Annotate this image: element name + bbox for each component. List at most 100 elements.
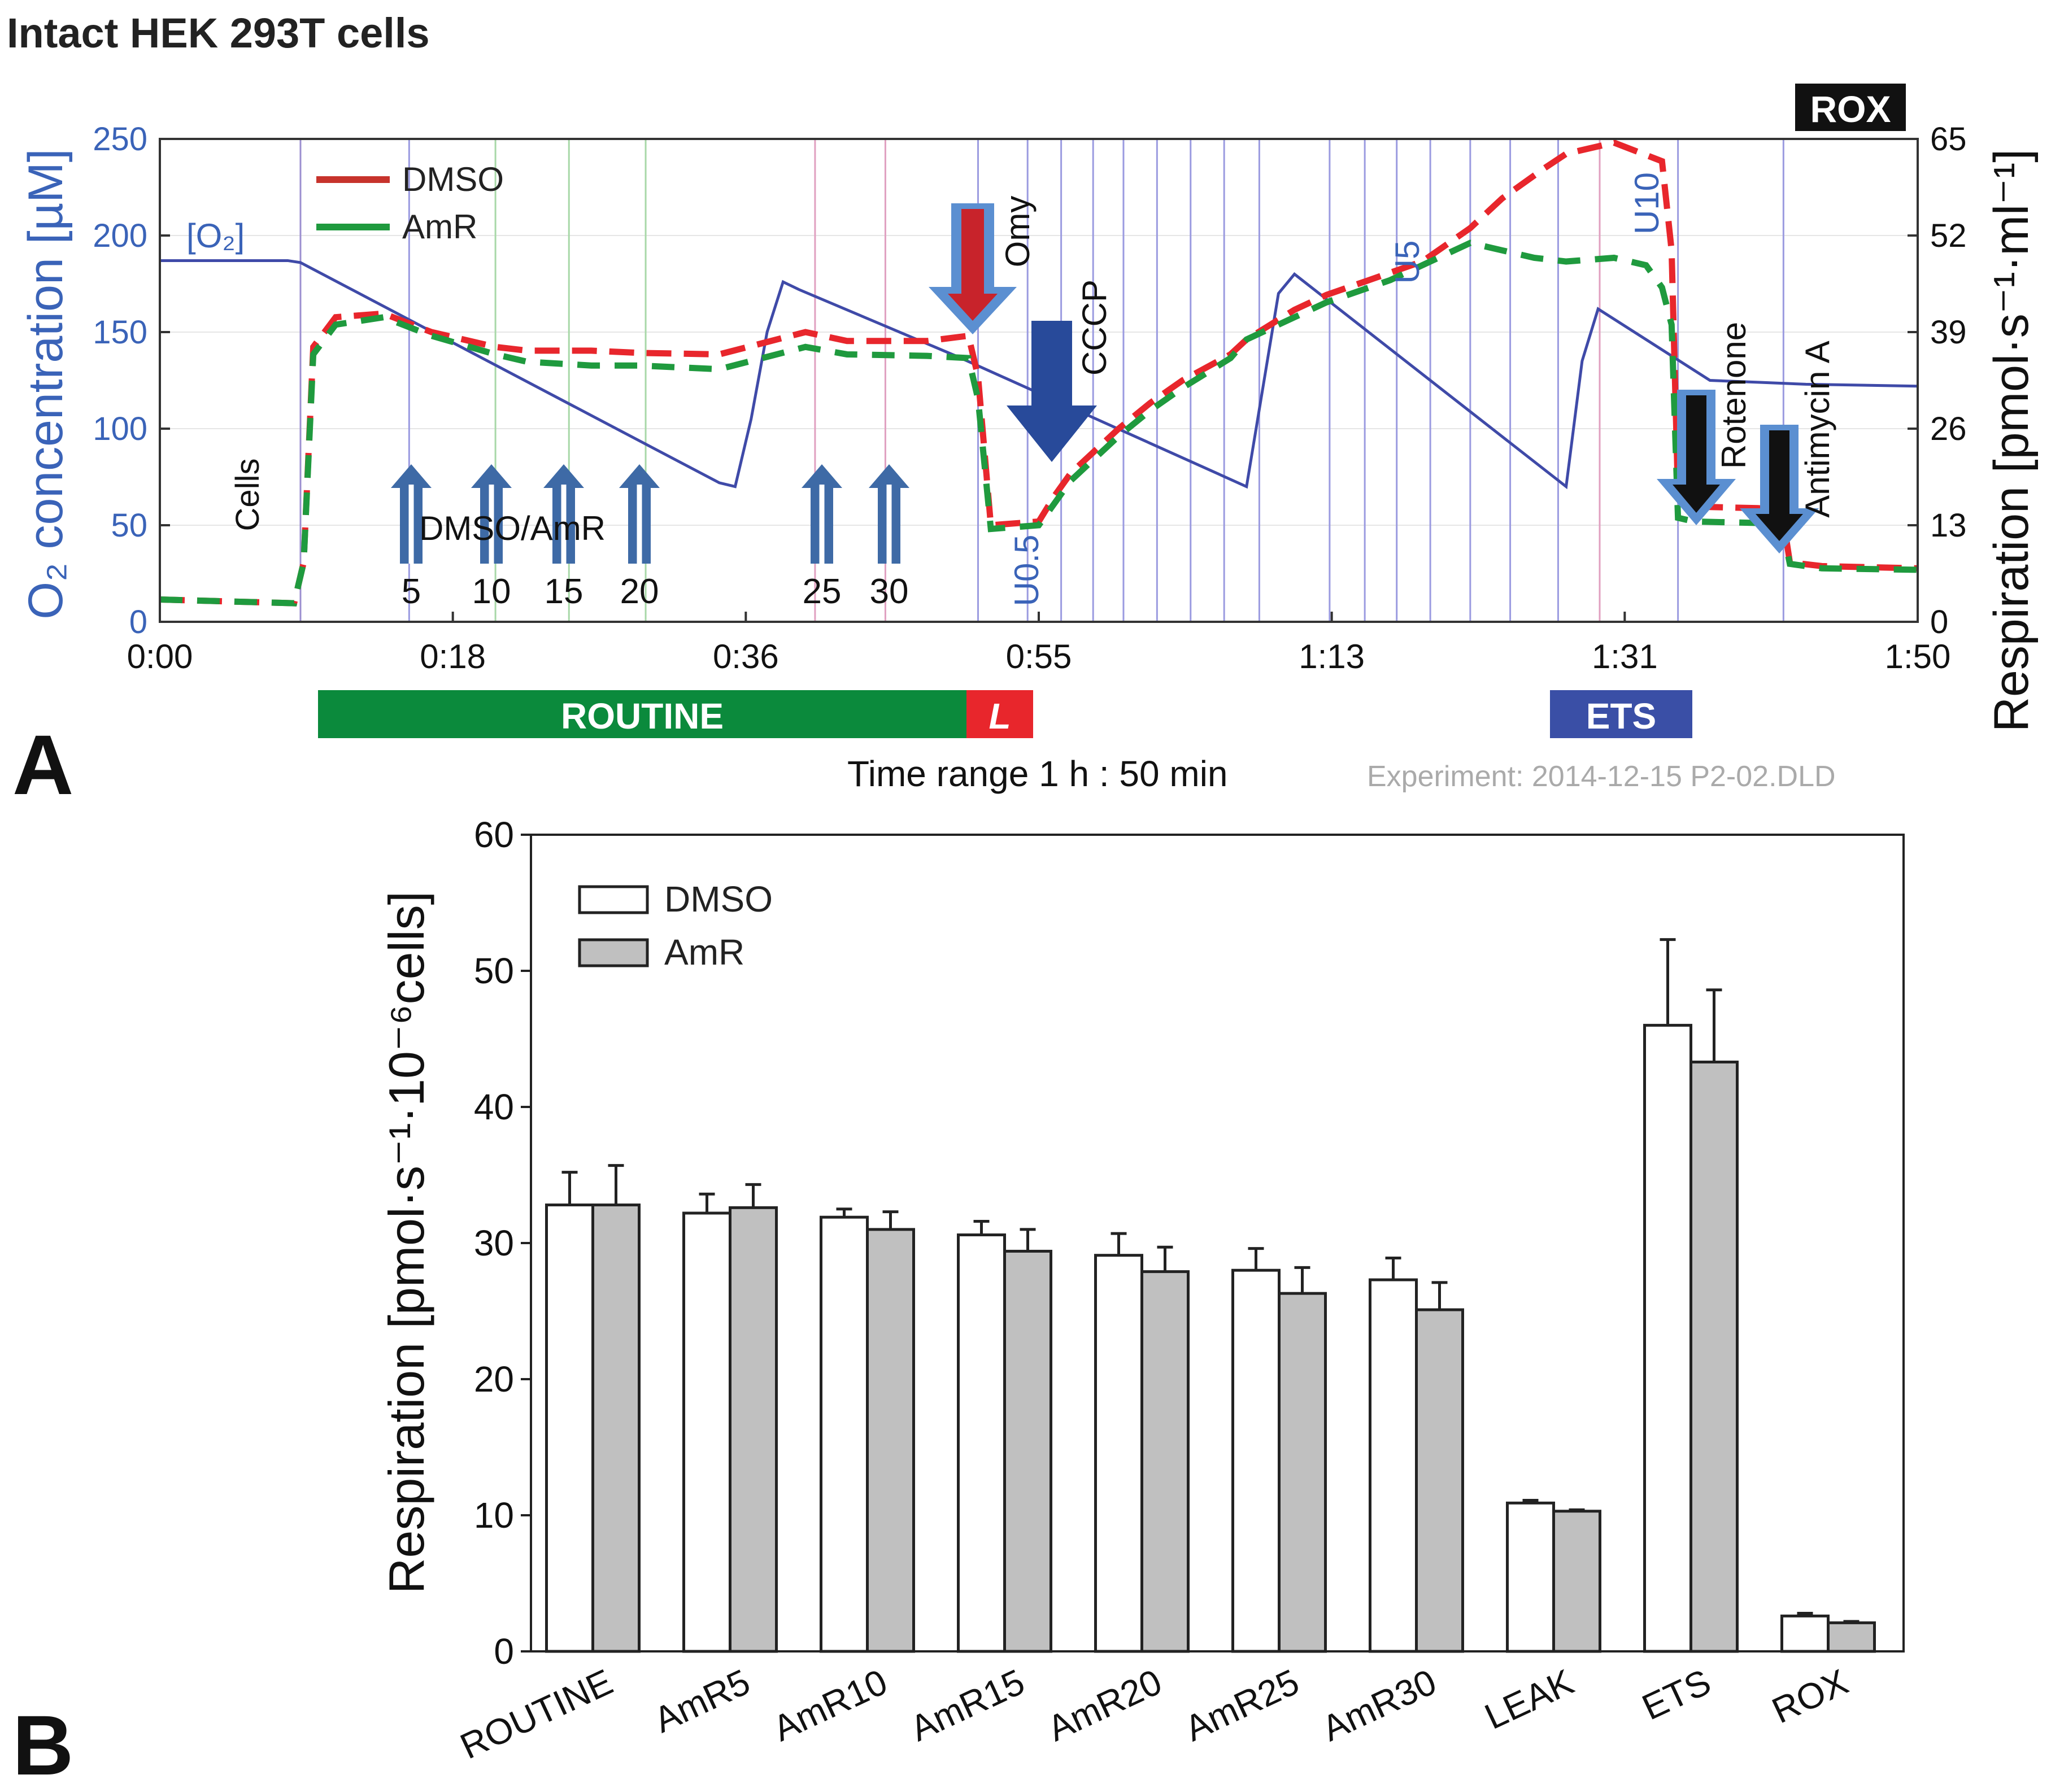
y-tick-label: 10 bbox=[474, 1495, 514, 1536]
u05-label: U0.5 bbox=[1008, 535, 1046, 607]
omy-label: Omy bbox=[999, 196, 1037, 268]
bar-dmso-amr25 bbox=[1231, 1268, 1281, 1653]
ets-state-label: ETS bbox=[1586, 696, 1656, 736]
dose-arrow bbox=[869, 464, 909, 564]
legend-b-amr-swatch bbox=[578, 938, 649, 967]
ets-state-bar bbox=[1550, 690, 1692, 738]
bar-dmso-amr20 bbox=[1094, 1254, 1143, 1653]
bar-amr-amr15 bbox=[1003, 1249, 1052, 1653]
respiration-axis-title: Respiration [pmol·s⁻¹·ml⁻¹] bbox=[1984, 149, 2039, 732]
dose-label: 5 bbox=[402, 572, 421, 611]
leak-state-bar bbox=[966, 690, 1033, 738]
y-tick-label: 30 bbox=[474, 1223, 514, 1263]
panel-a-legend: DMSO AmR bbox=[316, 160, 504, 246]
rotenone-label: Rotenone bbox=[1715, 322, 1753, 469]
panel-a-label: A bbox=[12, 717, 73, 812]
leak-state-label: L bbox=[989, 696, 1011, 736]
dose-label: 10 bbox=[472, 572, 511, 611]
dmso-amr-label: DMSO/AmR bbox=[419, 509, 606, 547]
legend-b-amr-label: AmR bbox=[664, 932, 744, 973]
category-label: AmR25 bbox=[1179, 1661, 1305, 1749]
bar-dmso-amr5 bbox=[682, 1211, 731, 1653]
dose-arrows: 5 10 15 20 25 30 bbox=[391, 464, 909, 611]
panel-b-bars bbox=[545, 938, 1876, 1653]
y-tick-label: 20 bbox=[474, 1359, 514, 1399]
bar-amr-leak bbox=[1552, 1510, 1601, 1653]
category-label: ROX bbox=[1766, 1661, 1854, 1731]
time-tick-label: 0:18 bbox=[420, 638, 486, 675]
dose-label: 20 bbox=[620, 572, 659, 611]
dmso-respiration-trace bbox=[159, 139, 1918, 607]
bar-amr-rox bbox=[1827, 1621, 1876, 1653]
routine-state-bar bbox=[318, 690, 966, 738]
category-label: AmR5 bbox=[648, 1661, 756, 1740]
panel-b-y-axis-title: Respiration [pmol·s⁻¹·10⁻⁶cells] bbox=[378, 891, 434, 1594]
bar-dmso-amr10 bbox=[820, 1215, 869, 1653]
bar-dmso-amr15 bbox=[957, 1233, 1006, 1653]
dose-label: 25 bbox=[803, 572, 842, 611]
o2-tick-label: 100 bbox=[93, 411, 147, 447]
time-range-label: Time range 1 h : 50 min bbox=[847, 753, 1228, 794]
cccp-arrow bbox=[1007, 321, 1097, 462]
legend-b-dmso-label: DMSO bbox=[664, 879, 773, 919]
u10-label: U10 bbox=[1628, 172, 1666, 234]
panel-b-category-labels: ROUTINE AmR5 AmR10 AmR15 AmR20 AmR25 AmR30 LEAK… bbox=[454, 1661, 1854, 1767]
bar-amr-amr20 bbox=[1140, 1270, 1190, 1653]
amr-respiration-trace bbox=[159, 239, 1918, 607]
dose-arrow bbox=[543, 464, 584, 564]
respiration-tick-label: 65 bbox=[1930, 121, 1967, 158]
panel-b-y-ticks: 0 10 20 30 40 50 60 bbox=[474, 814, 531, 1672]
u5-label: U5 bbox=[1388, 241, 1426, 284]
experiment-label: Experiment: 2014-12-15 P2-02.DLD bbox=[1367, 760, 1836, 793]
respiration-tick-label: 52 bbox=[1930, 217, 1967, 254]
bar-dmso-ets bbox=[1643, 1023, 1692, 1653]
bar-amr-routine bbox=[591, 1204, 641, 1653]
dose-label: 15 bbox=[545, 572, 583, 611]
bar-amr-amr10 bbox=[866, 1228, 915, 1653]
o2-tick-label: 0 bbox=[129, 604, 147, 640]
category-label: AmR20 bbox=[1042, 1661, 1168, 1749]
o2-tick-label: 150 bbox=[93, 314, 147, 351]
o2-tick-label: 250 bbox=[93, 121, 147, 158]
bar-dmso-routine bbox=[545, 1204, 594, 1653]
legend-dmso-label: DMSO bbox=[402, 160, 504, 198]
dose-arrow bbox=[391, 464, 432, 564]
panel-b-legend: DMSO AmR bbox=[578, 879, 773, 973]
time-tick-label: 1:31 bbox=[1592, 638, 1658, 675]
bar-dmso-rox bbox=[1780, 1614, 1830, 1653]
category-label: AmR10 bbox=[767, 1661, 894, 1749]
respiration-tick-label: 13 bbox=[1930, 507, 1967, 544]
o2-trace-label: [O₂] bbox=[186, 217, 245, 255]
time-tick-label: 0:00 bbox=[127, 638, 193, 675]
antimycin-label: Antimycin A bbox=[1799, 341, 1836, 517]
rox-badge-label: ROX bbox=[1810, 88, 1891, 130]
time-tick-label: 1:50 bbox=[1885, 638, 1951, 675]
y-tick-label: 50 bbox=[474, 950, 514, 991]
category-label: ETS bbox=[1636, 1661, 1717, 1728]
time-tick-label: 1:13 bbox=[1299, 638, 1365, 675]
dose-arrow bbox=[802, 464, 842, 564]
respiration-tick-label: 39 bbox=[1930, 314, 1967, 351]
o2-axis-ticks: 0 50 100 150 200 250 bbox=[93, 121, 170, 640]
o2-tick-label: 200 bbox=[93, 217, 147, 254]
time-axis-ticks: 0:00 0:18 0:36 0:55 1:13 1:31 1:50 bbox=[127, 612, 1951, 675]
cccp-label: CCCP bbox=[1075, 280, 1113, 376]
event-annotations: Cells 5 10 15 20 25 30 DMSO/AmR Omy CCCP U0.5… bbox=[229, 172, 1836, 611]
legend-b-dmso-swatch bbox=[578, 885, 649, 914]
legend-amr-label: AmR bbox=[402, 208, 477, 246]
category-label: AmR30 bbox=[1316, 1661, 1443, 1749]
time-tick-label: 0:36 bbox=[713, 638, 779, 675]
cells-label: Cells bbox=[229, 459, 266, 531]
respiration-tick-label: 26 bbox=[1930, 411, 1967, 447]
time-tick-label: 0:55 bbox=[1006, 638, 1072, 675]
category-label: AmR15 bbox=[904, 1661, 1031, 1749]
bar-amr-amr30 bbox=[1415, 1308, 1464, 1653]
o2-tick-label: 50 bbox=[111, 507, 147, 544]
y-tick-label: 60 bbox=[474, 814, 514, 855]
routine-state-label: ROUTINE bbox=[561, 696, 724, 736]
dose-arrow bbox=[471, 464, 512, 564]
respiration-axis-ticks: 0 13 26 39 52 65 bbox=[1908, 121, 1967, 640]
category-label: ROUTINE bbox=[454, 1661, 619, 1767]
bar-amr-amr25 bbox=[1278, 1292, 1327, 1653]
